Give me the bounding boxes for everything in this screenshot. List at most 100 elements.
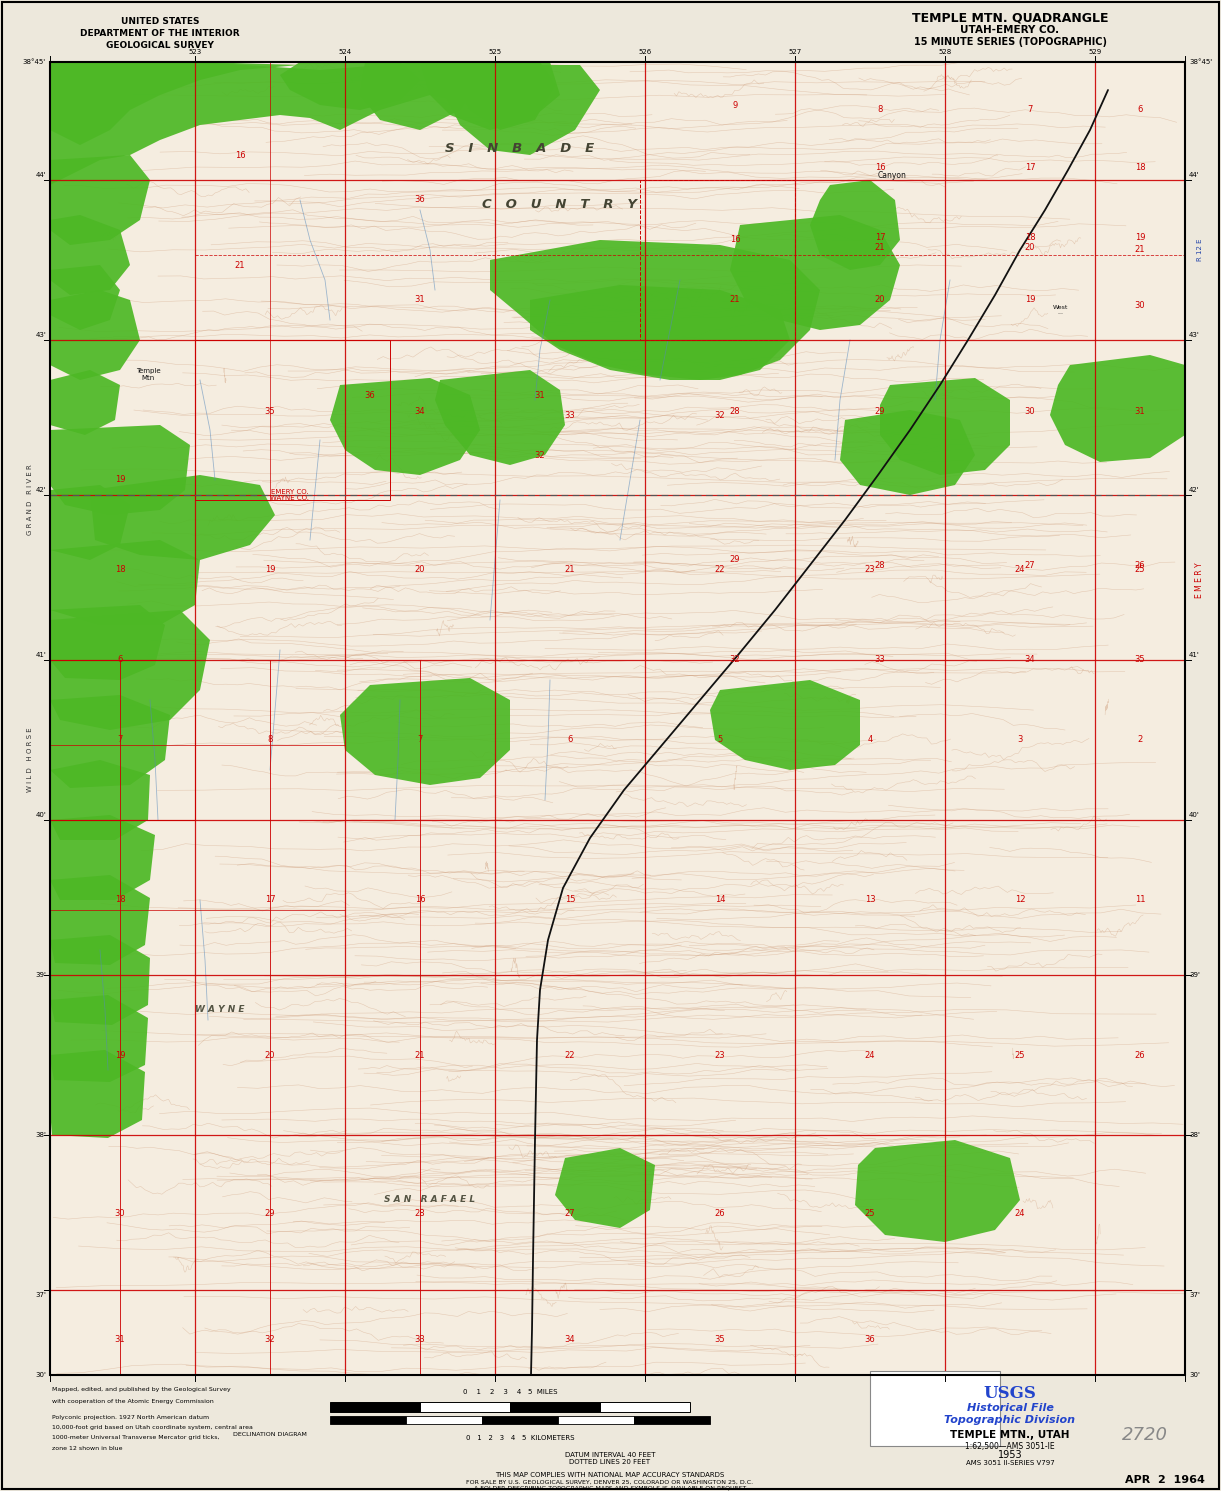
Text: 527: 527	[789, 49, 802, 55]
Polygon shape	[50, 935, 150, 1024]
Text: TEMPLE MTN. QUADRANGLE: TEMPLE MTN. QUADRANGLE	[912, 12, 1109, 24]
Text: 19: 19	[1134, 234, 1145, 243]
Text: 38°45': 38°45'	[1189, 60, 1212, 66]
Text: 10,000-foot grid based on Utah coordinate system, central area: 10,000-foot grid based on Utah coordinat…	[53, 1425, 253, 1430]
Polygon shape	[280, 63, 420, 110]
Text: EMERY CO.: EMERY CO.	[271, 489, 309, 495]
Text: 20: 20	[874, 295, 885, 304]
Text: 17: 17	[265, 896, 275, 905]
Text: 25: 25	[1134, 565, 1145, 574]
Text: 17: 17	[1024, 164, 1035, 173]
Polygon shape	[530, 285, 790, 380]
Text: West
...: West ...	[1053, 304, 1067, 316]
Text: 525: 525	[488, 49, 502, 55]
Polygon shape	[855, 1141, 1020, 1242]
Text: 23: 23	[864, 565, 875, 574]
Text: 18: 18	[115, 896, 126, 905]
Polygon shape	[810, 180, 900, 270]
Text: Canyon: Canyon	[878, 170, 906, 179]
Text: DECLINATION DIAGRAM: DECLINATION DIAGRAM	[233, 1433, 306, 1437]
Text: 14: 14	[714, 896, 725, 905]
Polygon shape	[880, 379, 1010, 476]
Text: THIS MAP COMPLIES WITH NATIONAL MAP ACCURACY STANDARDS: THIS MAP COMPLIES WITH NATIONAL MAP ACCU…	[496, 1472, 724, 1478]
Polygon shape	[360, 63, 480, 130]
Text: S   I   N   B   A   D   E: S I N B A D E	[446, 142, 595, 155]
Text: 32: 32	[714, 410, 725, 419]
Text: 1953: 1953	[998, 1451, 1022, 1460]
Text: E M E R Y: E M E R Y	[1195, 562, 1204, 598]
Text: 29: 29	[874, 407, 885, 416]
Text: 26: 26	[1134, 561, 1145, 570]
Text: with cooperation of the Atomic Energy Commission: with cooperation of the Atomic Energy Co…	[53, 1400, 214, 1405]
Text: 25: 25	[864, 1209, 875, 1218]
Text: 21: 21	[1134, 246, 1145, 255]
Text: 31: 31	[115, 1336, 126, 1345]
Text: FOR SALE BY U.S. GEOLOGICAL SURVEY, DENVER 25, COLORADO OR WASHINGTON 25, D.C.: FOR SALE BY U.S. GEOLOGICAL SURVEY, DENV…	[466, 1479, 753, 1485]
Polygon shape	[330, 379, 480, 476]
Text: 13: 13	[864, 896, 875, 905]
Text: 25: 25	[1015, 1051, 1026, 1060]
Polygon shape	[455, 63, 556, 130]
Polygon shape	[1050, 355, 1186, 462]
Polygon shape	[840, 410, 976, 495]
Polygon shape	[90, 476, 275, 561]
Polygon shape	[50, 816, 155, 901]
Text: 7: 7	[1027, 106, 1033, 115]
Text: 44': 44'	[35, 171, 46, 177]
Bar	[50, 63, 1186, 1375]
Text: 30: 30	[1024, 407, 1035, 416]
Text: 18: 18	[1134, 164, 1145, 173]
Text: DEPARTMENT OF THE INTERIOR: DEPARTMENT OF THE INTERIOR	[81, 28, 239, 37]
Text: 28: 28	[415, 1209, 425, 1218]
Text: 33: 33	[415, 1336, 425, 1345]
Text: APR  2  1964: APR 2 1964	[1125, 1475, 1205, 1485]
Text: 35: 35	[265, 407, 275, 416]
Text: 28: 28	[874, 561, 885, 570]
Text: 18: 18	[1024, 234, 1035, 243]
Bar	[330, 1402, 420, 1412]
Text: 2: 2	[1138, 735, 1143, 744]
Polygon shape	[50, 994, 148, 1082]
Text: USGS: USGS	[984, 1385, 1037, 1402]
Text: 16: 16	[415, 896, 425, 905]
Polygon shape	[709, 680, 860, 769]
Text: 31: 31	[535, 391, 546, 400]
Polygon shape	[50, 370, 120, 435]
Text: 39': 39'	[1189, 972, 1200, 978]
Bar	[634, 1416, 709, 1424]
Text: 26: 26	[1134, 1051, 1145, 1060]
Text: 19: 19	[265, 565, 275, 574]
Text: 22: 22	[714, 565, 725, 574]
Bar	[420, 1402, 510, 1412]
Text: 23: 23	[714, 1051, 725, 1060]
Polygon shape	[435, 370, 565, 465]
Text: 8: 8	[878, 106, 883, 115]
Text: 40': 40'	[1189, 813, 1200, 819]
Text: 37': 37'	[1189, 1293, 1200, 1299]
Polygon shape	[50, 291, 140, 380]
Text: 20: 20	[1024, 243, 1035, 252]
Text: A FOLDER DESCRIBING TOPOGRAPHIC MAPS AND SYMBOLS IS AVAILABLE ON REQUEST: A FOLDER DESCRIBING TOPOGRAPHIC MAPS AND…	[474, 1485, 746, 1491]
Bar	[510, 1402, 600, 1412]
Text: 33: 33	[874, 656, 885, 665]
Text: 22: 22	[565, 1051, 575, 1060]
Text: UTAH-EMERY CO.: UTAH-EMERY CO.	[961, 25, 1060, 34]
Text: 30: 30	[115, 1209, 126, 1218]
Text: Temple
Mtn: Temple Mtn	[136, 368, 160, 382]
Text: 6: 6	[568, 735, 573, 744]
Text: Topographic Division: Topographic Division	[945, 1415, 1076, 1425]
Text: 15 MINUTE SERIES (TOPOGRAPHIC): 15 MINUTE SERIES (TOPOGRAPHIC)	[913, 37, 1106, 48]
Text: 27: 27	[564, 1209, 575, 1218]
Text: G R A N D   R I V E R: G R A N D R I V E R	[27, 465, 33, 535]
Text: zone 12 shown in blue: zone 12 shown in blue	[53, 1445, 122, 1451]
Text: 6: 6	[1137, 106, 1143, 115]
Text: 18: 18	[115, 565, 126, 574]
Text: R 12 E: R 12 E	[1197, 239, 1203, 261]
Text: 43': 43'	[35, 332, 46, 338]
Polygon shape	[50, 63, 300, 145]
Text: 3: 3	[1017, 735, 1023, 744]
Polygon shape	[50, 63, 540, 185]
Polygon shape	[50, 1050, 145, 1138]
Polygon shape	[339, 678, 510, 784]
Text: 35: 35	[1134, 656, 1145, 665]
